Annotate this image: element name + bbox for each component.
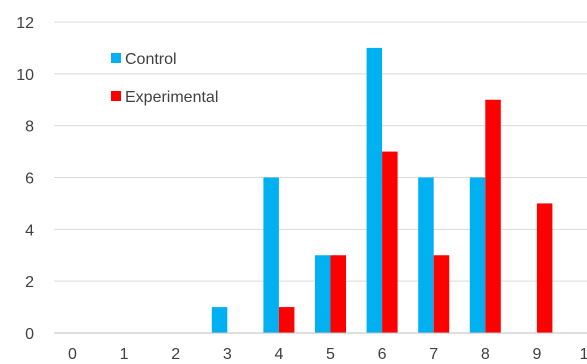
x-tick-label: 5	[326, 346, 335, 363]
legend-swatch-experimental	[111, 91, 121, 101]
bar-control	[263, 177, 279, 333]
bar-experimental	[485, 99, 501, 333]
x-axis-tick-labels: 0 1 2 3 4 5 6 7 8 9 10	[68, 346, 587, 363]
bar-experimental	[382, 151, 398, 333]
bar-control	[211, 307, 228, 333]
y-tick-label: 0	[25, 326, 34, 343]
x-tick-label: 8	[481, 346, 490, 363]
legend: Control Experimental	[111, 51, 218, 106]
y-tick-label: 12	[16, 15, 34, 32]
x-tick-label: 7	[429, 346, 438, 363]
y-tick-label: 10	[16, 67, 34, 84]
y-tick-label: 8	[25, 119, 34, 136]
bar-experimental	[330, 255, 346, 333]
bar-control	[366, 47, 383, 334]
x-tick-label: 1	[120, 346, 129, 363]
x-tick-label: 6	[378, 346, 387, 363]
x-tick-label: 0	[68, 346, 77, 363]
bar-control	[469, 177, 486, 333]
bar-experimental	[433, 255, 450, 333]
x-tick-label: 2	[171, 346, 180, 363]
x-tick-label: 4	[274, 346, 283, 363]
y-tick-label: 6	[25, 171, 34, 188]
bar-control	[418, 177, 434, 333]
y-axis-tick-labels: 0 2 4 6 8 10 12	[16, 15, 34, 343]
bars	[211, 47, 553, 334]
x-tick-label: 9	[532, 346, 541, 363]
legend-swatch-control	[111, 53, 121, 63]
x-tick-label: 3	[223, 346, 232, 363]
bar-experimental	[536, 203, 553, 333]
x-tick-label: 10	[580, 346, 587, 363]
y-tick-label: 4	[25, 222, 34, 239]
y-tick-label: 2	[25, 274, 34, 291]
bar-experimental	[278, 307, 295, 333]
bar-control	[315, 255, 331, 333]
legend-label-experimental: Experimental	[125, 89, 218, 106]
legend-label-control: Control	[125, 51, 177, 68]
